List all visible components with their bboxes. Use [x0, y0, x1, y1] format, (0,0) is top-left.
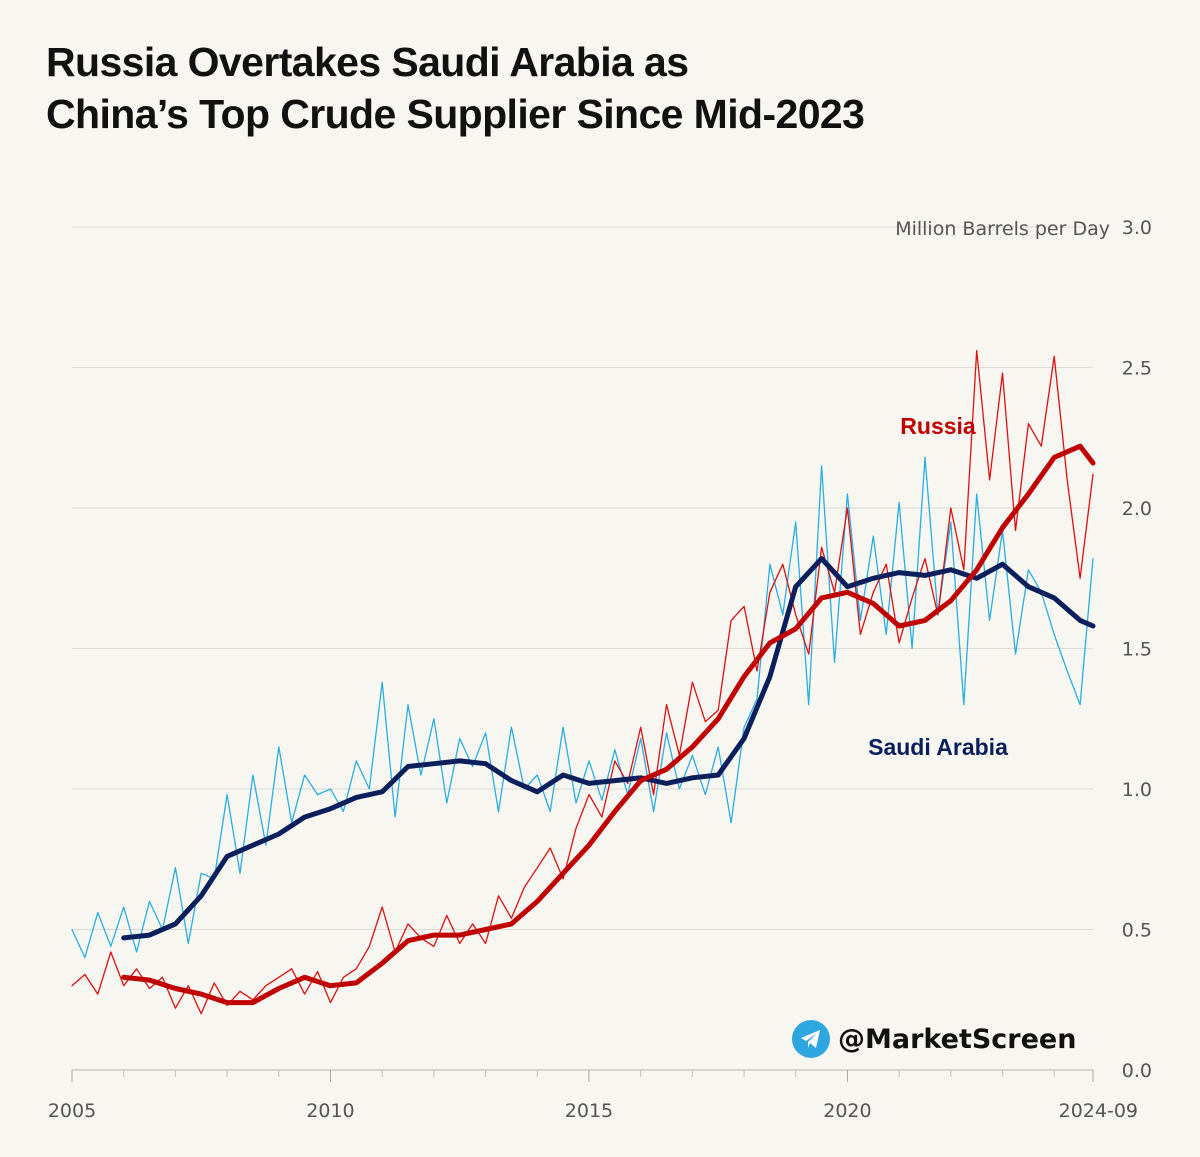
saudi-arabia-line — [121, 556, 1096, 941]
chart-title-line-2: China’s Top Crude Supplier Since Mid-202… — [46, 91, 865, 137]
x-tick-label: 2015 — [565, 1100, 613, 1122]
y-tick-label: 0.5 — [1122, 920, 1152, 942]
x-tick-label: 2020 — [823, 1100, 871, 1122]
telegram-icon — [792, 1020, 830, 1058]
x-tick-label: 2024-09 — [1059, 1100, 1138, 1122]
x-tick-label: 2005 — [48, 1100, 96, 1122]
x-tick-label: 2010 — [306, 1100, 354, 1122]
watermark-handle: @MarketScreen — [838, 1023, 1077, 1055]
russia-series-label: Russia — [900, 413, 976, 439]
chart-title: Russia Overtakes Saudi Arabia as China’s… — [46, 36, 865, 140]
gridlines — [72, 226, 1093, 1071]
series — [71, 349, 1096, 1015]
y-tick-label: 3.0 — [1122, 217, 1152, 239]
y-tick-label: 2.5 — [1122, 358, 1152, 380]
axes: 0.0 0.5 1.0 1.5 2.0 2.5 3.0 2005 2010 2015 2020 202… — [48, 217, 1152, 1122]
y-tick-label: 1.5 — [1122, 639, 1152, 661]
russia-monthly-line — [71, 349, 1094, 1015]
chart-title-line-1: Russia Overtakes Saudi Arabia as — [46, 39, 689, 85]
y-tick-label: 1.0 — [1122, 779, 1152, 801]
y-axis-title: Million Barrels per Day — [895, 218, 1110, 240]
saudi-arabia-monthly-line — [71, 456, 1094, 959]
russia-line — [121, 443, 1096, 1006]
y-tick-label: 2.0 — [1122, 498, 1152, 520]
y-tick-label: 0.0 — [1122, 1060, 1152, 1082]
watermark: @MarketScreen — [792, 1020, 1076, 1058]
saudi-arabia-series-label: Saudi Arabia — [868, 734, 1008, 760]
